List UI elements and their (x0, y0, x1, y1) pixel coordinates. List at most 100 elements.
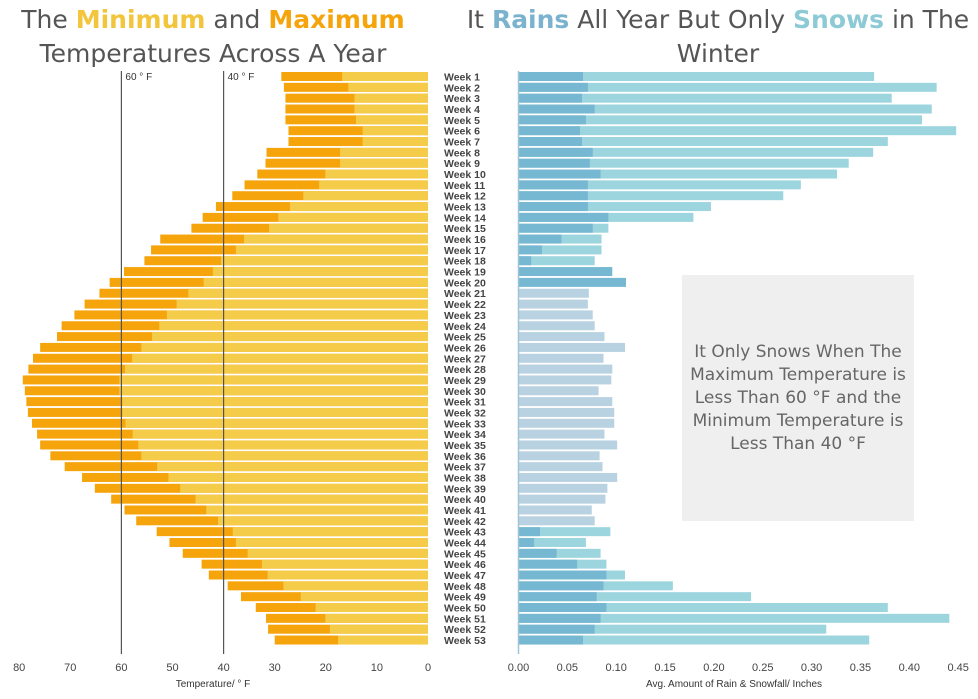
rain-bar (518, 548, 557, 558)
rain-bar (518, 310, 593, 320)
rain-bar (518, 624, 595, 634)
week-label: Week 16 (444, 234, 486, 246)
min-temp-bar (325, 613, 428, 623)
week-label: Week 25 (444, 332, 486, 344)
snow-bar (518, 72, 875, 81)
precipitation-chart: 0.00 0.05 0.10 0.15 0.20 0.25 0.30 0.35 0.40 0.45… (508, 71, 969, 690)
precip-tick-label: 0.00 (508, 662, 529, 674)
max-temp-bar (288, 126, 428, 136)
min-temp-bar (119, 375, 428, 385)
right-title-line-1-part-0: It (467, 5, 492, 34)
min-temp-bar (132, 353, 429, 363)
snow-bar (518, 158, 849, 168)
week-label: Week 4 (444, 104, 480, 116)
right-title-line-1-part-2: All Year But Only (569, 5, 793, 34)
week-label: Week 15 (444, 223, 486, 235)
max-temp-bar (288, 137, 428, 147)
week-label: Week 6 (444, 126, 480, 138)
right-title-line-2: Winter (677, 39, 760, 68)
week-label: Week 21 (444, 288, 486, 300)
rain-bar (518, 440, 618, 450)
snow-bar (518, 147, 874, 157)
week-label: Week 26 (444, 342, 486, 354)
min-temp-bar (212, 267, 428, 277)
rain-bar (518, 180, 588, 190)
annotation-text: It Only Snows When The Maximum Temperatu… (690, 341, 906, 454)
rain-bar (518, 386, 599, 396)
snow-bar (518, 548, 601, 558)
week-label: Week 11 (444, 180, 485, 192)
week-label: Week 19 (444, 267, 486, 279)
rain-bar (518, 256, 532, 266)
rain-bar (518, 603, 607, 613)
week-label: Week 45 (444, 548, 486, 560)
snow-bar (518, 180, 801, 190)
precip-tick-label: 0.05 (557, 662, 578, 674)
rain-bar (518, 288, 589, 298)
min-temp-bar (319, 180, 428, 190)
week-label: Week 10 (444, 169, 486, 181)
right-title-line-1-part-4: in The (884, 5, 969, 34)
rain-bar (518, 223, 593, 233)
rain-bar (518, 375, 612, 385)
min-temp-bar (132, 429, 428, 439)
rain-bar (518, 559, 578, 569)
left-title-line-2: Temperatures Across A Year (39, 39, 387, 68)
right-title-line-1: It Rains All Year But Only Snows in The (467, 5, 969, 34)
week-label: Week 2 (444, 82, 480, 94)
rain-bar (518, 592, 597, 602)
rain-bar (518, 397, 613, 407)
week-label: Week 34 (444, 429, 486, 441)
min-temp-bar (329, 624, 428, 634)
min-temp-bar (122, 397, 428, 407)
rain-bar (518, 277, 626, 287)
min-temp-bar (362, 137, 428, 147)
min-temp-bar (203, 277, 428, 287)
precip-tick-label: 0.45 (947, 662, 968, 674)
rain-bar (518, 494, 606, 504)
week-label: Week 43 (444, 527, 486, 539)
temp-tick-label: 70 (64, 662, 76, 674)
min-temp-bar (342, 72, 428, 81)
snow-bar (518, 245, 602, 255)
right-title-line-1-part-3: Snows (793, 5, 884, 34)
min-temp-bar (300, 592, 428, 602)
week-label: Week 46 (444, 559, 486, 571)
week-label: Week 20 (444, 277, 486, 289)
min-temp-bar (247, 548, 428, 558)
min-temp-bar (138, 440, 428, 450)
snow-bar (518, 93, 892, 103)
rain-bar (518, 364, 613, 374)
week-label: Week 23 (444, 310, 486, 322)
snow-bar (518, 191, 784, 201)
week-label: Week 28 (444, 364, 486, 376)
left-title-line-1-part-1: Minimum (76, 5, 206, 34)
rain-bar (518, 93, 583, 103)
week-label: Week 7 (444, 137, 480, 149)
week-label: Week 38 (444, 472, 486, 484)
temp-tick-label: 40 (217, 662, 229, 674)
min-temp-bar (141, 342, 429, 352)
week-label: Week 5 (444, 115, 480, 127)
annotation-box: It Only Snows When The Maximum Temperatu… (682, 275, 914, 521)
week-label: Week 24 (444, 321, 486, 333)
min-temp-bar (340, 147, 428, 157)
rain-bar (518, 570, 607, 580)
rain-bar (518, 505, 592, 515)
rain-bar (518, 635, 583, 645)
temp-tick-label: 60 (115, 662, 127, 674)
week-label: Week 27 (444, 353, 486, 365)
snow-bar (518, 537, 586, 547)
week-label: Week 12 (444, 191, 486, 203)
min-temp-bar (340, 158, 428, 168)
rain-bar (518, 472, 618, 482)
temp-tick-label: 30 (269, 662, 281, 674)
week-label: Week 37 (444, 462, 486, 474)
min-temp-bar (348, 82, 428, 92)
week-label: Week 17 (444, 245, 486, 257)
week-label: Week 1 (444, 72, 480, 84)
min-temp-bar (195, 494, 428, 504)
left-title-line-1-part-0: The (20, 5, 75, 34)
week-label: Week 47 (444, 570, 486, 582)
precip-axis-title: Avg. Amount of Rain & Snowfall/ Inches (646, 679, 822, 690)
